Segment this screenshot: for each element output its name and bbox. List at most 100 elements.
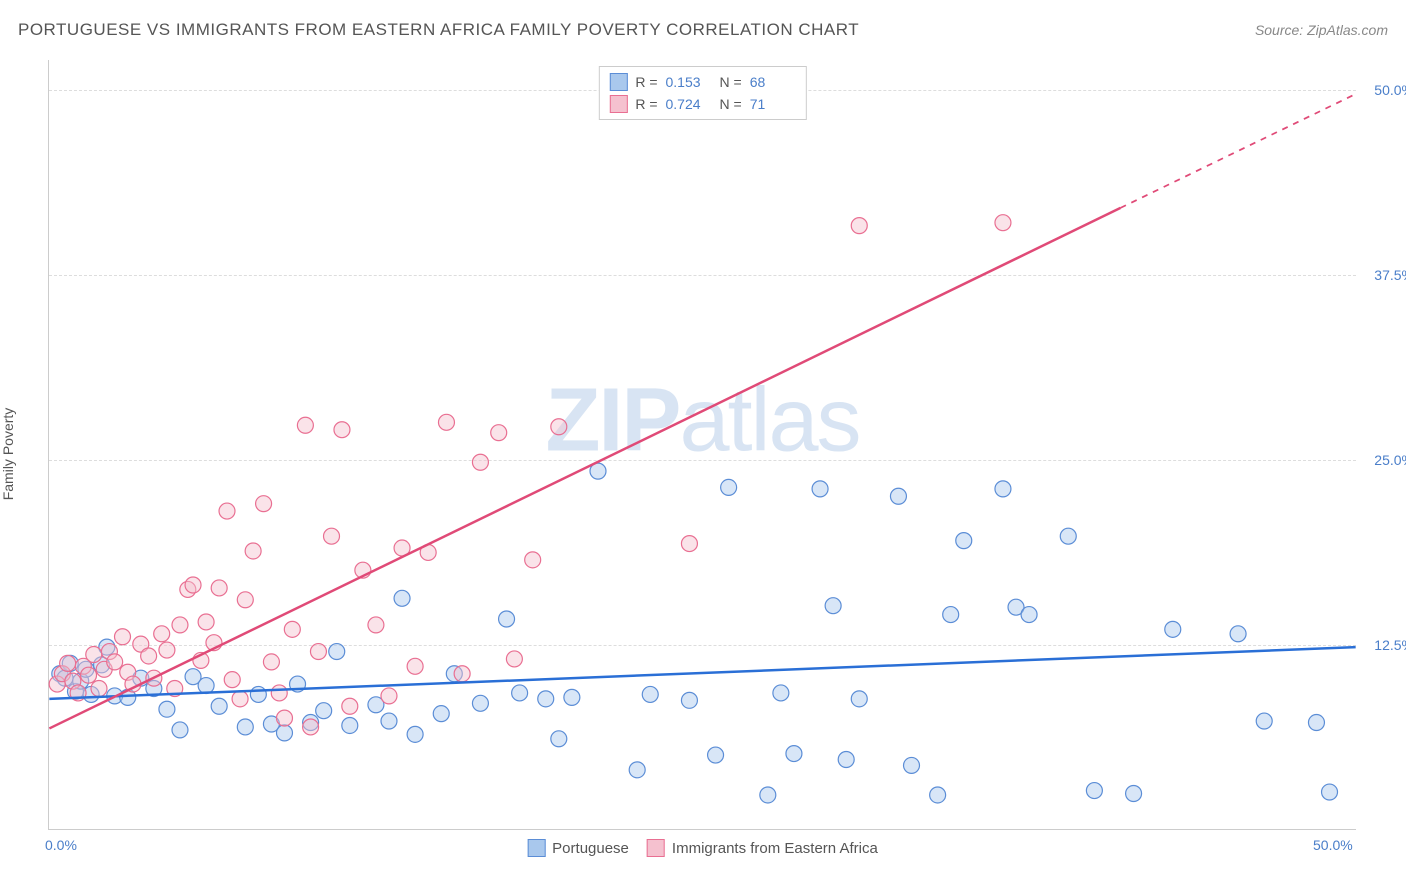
data-point (851, 691, 867, 707)
data-point (211, 698, 227, 714)
data-point (271, 685, 287, 701)
data-point (681, 692, 697, 708)
n-value-2: 71 (750, 96, 796, 112)
data-point (342, 698, 358, 714)
data-point (812, 481, 828, 497)
r-label: R = (635, 96, 657, 112)
data-point (904, 757, 920, 773)
data-point (538, 691, 554, 707)
data-point (86, 647, 102, 663)
y-axis-label: Family Poverty (0, 408, 16, 501)
data-point (407, 726, 423, 742)
y-tick-label: 25.0% (1374, 452, 1406, 468)
data-point (381, 688, 397, 704)
data-point (368, 617, 384, 633)
regression-line (49, 208, 1120, 729)
data-point (472, 454, 488, 470)
r-label: R = (635, 74, 657, 90)
data-point (825, 598, 841, 614)
data-point (1308, 715, 1324, 731)
legend-label-1: Portuguese (552, 840, 629, 857)
data-point (198, 678, 214, 694)
data-point (185, 577, 201, 593)
scatter-svg (49, 60, 1356, 829)
n-label: N = (720, 96, 742, 112)
chart-plot-area: ZIPatlas 12.5%25.0%37.5%50.0% R = 0.153 … (48, 60, 1356, 830)
data-point (172, 722, 188, 738)
legend-stat-row-1: R = 0.153 N = 68 (609, 71, 795, 93)
data-point (81, 667, 97, 683)
data-point (263, 654, 279, 670)
data-point (708, 747, 724, 763)
chart-header: PORTUGUESE VS IMMIGRANTS FROM EASTERN AF… (18, 20, 1388, 40)
data-point (930, 787, 946, 803)
data-point (324, 528, 340, 544)
data-point (851, 218, 867, 234)
data-point (956, 533, 972, 549)
data-point (334, 422, 350, 438)
data-point (276, 725, 292, 741)
data-point (159, 701, 175, 717)
data-point (219, 503, 235, 519)
legend-statistics: R = 0.153 N = 68 R = 0.724 N = 71 (598, 66, 806, 120)
data-point (773, 685, 789, 701)
data-point (506, 651, 522, 667)
data-point (245, 543, 261, 559)
data-point (310, 644, 326, 660)
legend-item-2: Immigrants from Eastern Africa (647, 839, 878, 857)
data-point (721, 479, 737, 495)
data-point (1021, 607, 1037, 623)
data-point (1086, 783, 1102, 799)
x-tick-label: 50.0% (1313, 837, 1353, 853)
data-point (250, 686, 266, 702)
regression-line-extrapolated (1121, 94, 1356, 208)
y-tick-label: 50.0% (1374, 82, 1406, 98)
data-point (995, 481, 1011, 497)
n-value-1: 68 (750, 74, 796, 90)
data-point (564, 689, 580, 705)
legend-swatch-bottom-1 (527, 839, 545, 857)
legend-label-2: Immigrants from Eastern Africa (672, 840, 878, 857)
data-point (472, 695, 488, 711)
data-point (499, 611, 515, 627)
data-point (60, 655, 76, 671)
data-point (433, 706, 449, 722)
data-point (551, 731, 567, 747)
legend-swatch-bottom-2 (647, 839, 665, 857)
data-point (491, 425, 507, 441)
source-attribution: Source: ZipAtlas.com (1255, 22, 1388, 38)
data-point (838, 752, 854, 768)
data-point (107, 654, 123, 670)
chart-title: PORTUGUESE VS IMMIGRANTS FROM EASTERN AF… (18, 20, 859, 40)
data-point (1126, 786, 1142, 802)
data-point (394, 590, 410, 606)
data-point (172, 617, 188, 633)
data-point (284, 621, 300, 637)
data-point (786, 746, 802, 762)
data-point (995, 215, 1011, 231)
legend-item-1: Portuguese (527, 839, 629, 857)
legend-swatch-1 (609, 73, 627, 91)
regression-line (49, 647, 1355, 699)
data-point (1230, 626, 1246, 642)
data-point (1322, 784, 1338, 800)
data-point (141, 648, 157, 664)
r-value-1: 0.153 (666, 74, 712, 90)
data-point (454, 666, 470, 682)
data-point (512, 685, 528, 701)
n-label: N = (720, 74, 742, 90)
data-point (890, 488, 906, 504)
legend-stat-row-2: R = 0.724 N = 71 (609, 93, 795, 115)
data-point (297, 417, 313, 433)
legend-swatch-2 (609, 95, 627, 113)
data-point (438, 414, 454, 430)
data-point (159, 642, 175, 658)
data-point (198, 614, 214, 630)
data-point (629, 762, 645, 778)
data-point (681, 536, 697, 552)
data-point (303, 719, 319, 735)
r-value-2: 0.724 (666, 96, 712, 112)
x-tick-label: 0.0% (45, 837, 77, 853)
data-point (525, 552, 541, 568)
data-point (276, 710, 292, 726)
